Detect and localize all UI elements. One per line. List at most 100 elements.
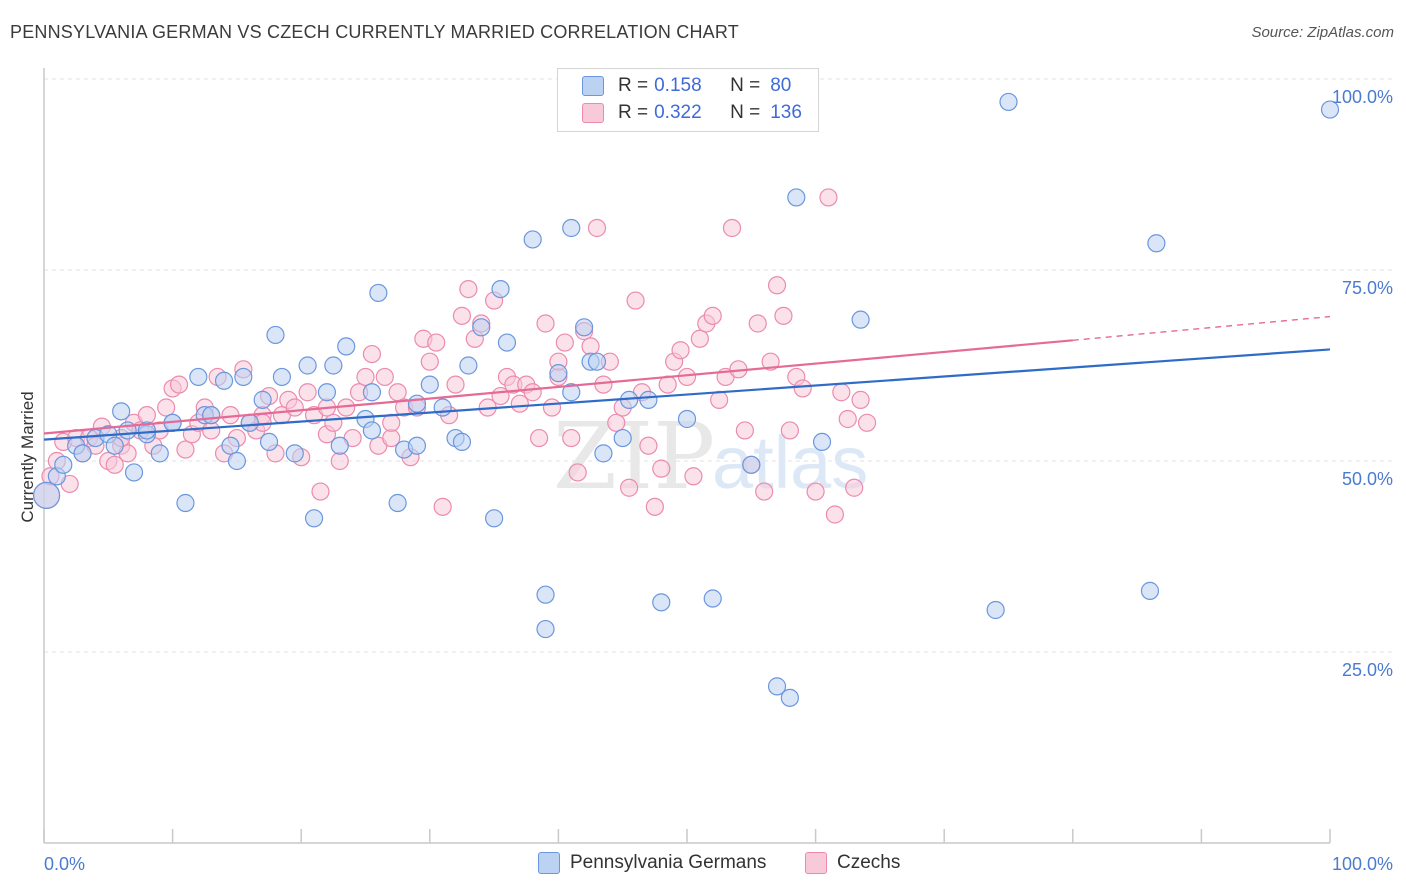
legend-swatch-blue (582, 76, 604, 96)
chart-source: Source: ZipAtlas.com (1251, 24, 1394, 41)
pennsylvania-germans-point (73, 444, 92, 463)
czechs-point (298, 383, 317, 402)
czechs-point (767, 276, 787, 295)
pennsylvania-germans-point (523, 230, 542, 249)
czechs-point (832, 383, 851, 402)
czechs-point (652, 459, 671, 478)
czechs-point (536, 314, 555, 333)
pennsylvania-germans-point (677, 409, 697, 429)
series-legend-label: Czechs (837, 852, 901, 873)
pennsylvania-germans-point (652, 593, 671, 612)
czechs-point (169, 375, 189, 394)
pennsylvania-germans-point (137, 421, 156, 440)
pennsylvania-germans-point (324, 356, 343, 375)
pennsylvania-germans-point (562, 383, 581, 402)
czechs-point (594, 375, 613, 394)
pennsylvania-germans-point (639, 390, 658, 409)
czechs-point (324, 413, 343, 432)
pennsylvania-germans-point (780, 688, 799, 707)
legend-n-label: N = (730, 75, 761, 96)
czechs-point (157, 398, 176, 417)
pennsylvania-germans-point (787, 188, 806, 207)
czechs-point (562, 428, 581, 448)
czechs-point (793, 379, 812, 398)
pennsylvania-germans-point (812, 432, 832, 451)
czechs-trend-extension (1072, 315, 1331, 341)
pennsylvania-germans-point (459, 356, 478, 375)
axes (43, 68, 1331, 844)
czechs-point (137, 406, 156, 425)
pennsylvania-germans-point (227, 451, 246, 471)
czechs-point (587, 218, 607, 238)
pennsylvania-germans-point (452, 432, 472, 451)
pennsylvania-germans-point (272, 367, 292, 387)
czechs-point (735, 421, 754, 440)
pennsylvania-germans-point (536, 619, 555, 639)
czechs-point (581, 337, 600, 356)
legend-n-value: 80 (770, 75, 792, 96)
czechs-point (755, 482, 774, 501)
x-tick-label: 100.0% (1332, 854, 1393, 874)
pennsylvania-germans-point (266, 325, 285, 345)
pennsylvania-germans-point (472, 318, 491, 337)
czechs-point (639, 436, 658, 455)
trend-lines (43, 315, 1331, 441)
czechs-point (568, 463, 587, 482)
y-tick-label: 25.0% (1342, 660, 1393, 680)
y-tick-label: 100.0% (1332, 87, 1393, 107)
series-legend-item-blue[interactable]: Pennsylvania Germans (538, 852, 766, 874)
pennsylvania-germans-point (575, 318, 594, 337)
pennsylvania-germans-point (221, 436, 240, 455)
pennsylvania-germans-point (317, 383, 337, 402)
y-axis-label: Currently Married (18, 391, 37, 522)
czechs-point (658, 375, 677, 394)
pennsylvania-germans-point (587, 352, 607, 371)
series-legend-label: Pennsylvania Germans (570, 852, 767, 873)
legend-n-label: N = (730, 102, 761, 123)
pennsylvania-germans-point (369, 283, 388, 303)
x-tick-label: 0.0% (44, 854, 85, 874)
legend-r-label: R = (618, 102, 649, 123)
pennsylvania-germans-point (112, 402, 131, 421)
czechs-point (427, 333, 446, 352)
czechs-point (607, 413, 626, 432)
czechs-point (780, 421, 799, 440)
czechs-point (774, 306, 793, 325)
czechs-point (176, 440, 195, 459)
pennsylvania-germans-point (234, 367, 253, 387)
czechs-point (626, 291, 645, 310)
y-tick-label: 50.0% (1342, 469, 1393, 489)
pennsylvania-germans-point (330, 436, 349, 455)
pennsylvania-germans-point (240, 413, 259, 432)
pennsylvania-germans-point (362, 421, 382, 440)
pennsylvania-germans-point (613, 428, 632, 448)
czechs-point (202, 421, 221, 440)
legend-swatch-pink (582, 103, 604, 123)
pennsylvania-germans-point (562, 218, 581, 238)
series-legend-item-pink[interactable]: Czechs (805, 852, 900, 874)
czechs-point (761, 352, 780, 371)
legend-row-pink: R = 0.322 N = 136 (582, 101, 802, 125)
pennsylvania-germans-point (767, 677, 787, 696)
czechs-point (825, 505, 844, 524)
series-legend-swatch-blue (538, 852, 560, 874)
pennsylvania-germans-point (32, 481, 61, 509)
czechs-point (555, 333, 574, 352)
pennsylvania-germans-point (202, 406, 221, 425)
pennsylvania-germans-point (851, 310, 870, 329)
czechs-point (851, 390, 870, 409)
czechs-point (677, 367, 697, 387)
pennsylvania-germans-point (497, 333, 517, 352)
czechs-point (285, 398, 304, 417)
czechs-point (690, 329, 709, 348)
czechs-point (645, 497, 664, 516)
czechs-point (330, 451, 349, 471)
pennsylvania-germans-point (105, 436, 124, 455)
czechs-point (838, 409, 857, 429)
pennsylvania-germans-point (337, 337, 356, 356)
czechs-point (420, 352, 439, 371)
legend-r-label: R = (618, 75, 649, 96)
czechs-point (620, 478, 639, 497)
pennsylvania-germans-point (259, 432, 279, 451)
pennsylvania-germans-point (54, 455, 73, 474)
